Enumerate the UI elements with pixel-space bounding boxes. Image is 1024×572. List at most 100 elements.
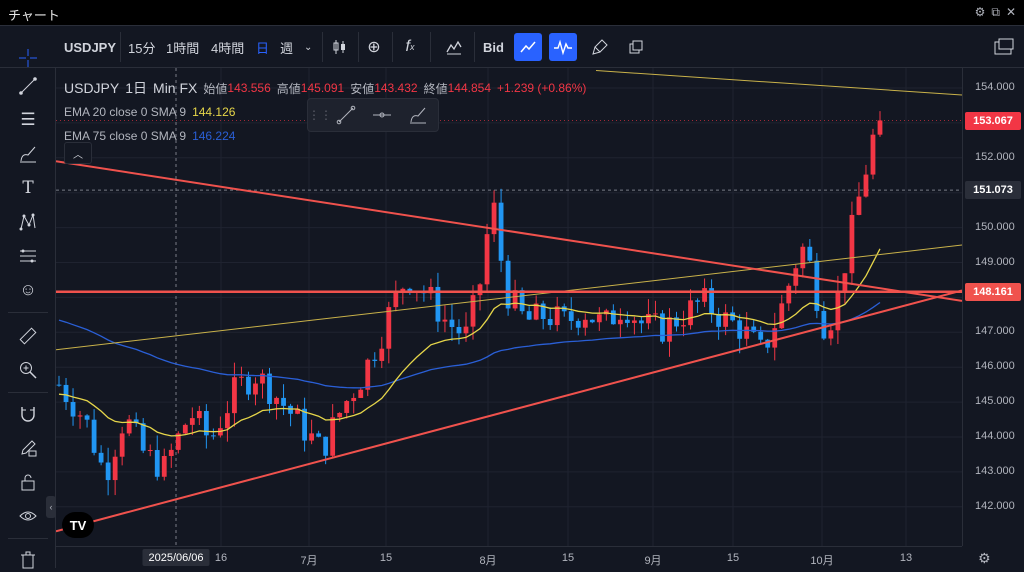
candle-body [260,373,265,384]
legend-high-value: 145.091 [300,81,345,95]
text-tool-icon[interactable]: T [22,178,34,198]
magnet-icon[interactable] [14,402,42,426]
price-tick-label: 147.000 [975,325,1015,338]
legend-interval: 1日 [125,80,148,96]
crosshair-price-tag: 151.073 [965,181,1021,200]
unlock-icon[interactable] [14,470,42,494]
lock-pencil-icon[interactable] [14,436,42,460]
sidebar-collapse-handle[interactable]: ‹ [46,496,56,518]
candle-body [210,435,216,437]
legend-symbol[interactable]: USDJPY [64,80,120,96]
legend-close-value: 144.854 [447,81,491,95]
candle-body [554,306,560,326]
emoji-icon[interactable]: ☺ [19,280,37,299]
candle-body [835,290,841,331]
candle-body [491,202,497,235]
compare-plus-icon[interactable]: ⊕ [367,39,381,56]
eye-icon[interactable] [14,504,42,528]
candle-body [267,373,272,404]
ema75-line [58,301,881,389]
candle-body [70,402,76,417]
pulse-chart-active-icon[interactable] [549,33,577,61]
chart-legend: USDJPY 1日 Min FX 始値 143.556 高値 145.091 安値 1… [64,76,586,148]
candle-body [681,325,686,327]
candle-body [716,313,722,327]
candle-body [477,284,483,296]
candle-body [730,312,736,321]
settings-icon[interactable]: ⚙ [974,5,986,19]
candle-body [540,303,546,319]
interval-day[interactable]: 日 [256,40,270,56]
candle-type-icon[interactable] [326,33,354,61]
brush-draw-icon[interactable] [14,142,42,166]
legend-collapse-chevron-up-icon[interactable]: ︿ [64,142,92,164]
candle-body [610,310,616,325]
interval-4h[interactable]: 4時間 [211,40,245,56]
candle-body [526,311,532,320]
legend-ema20-row[interactable]: EMA 20 close 0 SMA 9 144.126 [64,100,586,124]
templates-icon[interactable] [440,33,468,61]
chart-pane[interactable] [56,68,962,546]
candle-body [365,359,371,390]
float-brush-icon[interactable] [400,100,436,130]
brush-icon[interactable] [586,33,614,61]
candle-body [302,408,307,441]
legend-ema75-row[interactable]: EMA 75 close 0 SMA 9 146.224 [64,124,586,148]
candle-body [589,319,595,323]
candle-body [744,326,750,339]
crosshair-date-label: 2025/06/06 [142,549,210,566]
candle-body [660,313,665,342]
sidebar-divider [8,312,48,313]
toolbar-divider [120,32,121,62]
popout-icon[interactable]: ⧉ [991,5,1000,19]
interval-dropdown-chevron-icon[interactable]: ⌄ [304,41,313,53]
trend-chart-active-icon[interactable] [514,33,542,61]
candle-body [828,330,834,339]
candle-body [400,288,406,291]
candle-body [667,317,672,342]
candle-body [435,286,441,322]
price-axis[interactable]: 154.000153.000152.000151.000150.000149.0… [962,68,1024,546]
layout-windows-icon[interactable] [990,33,1018,61]
candle-body [674,317,679,327]
zoom-in-icon[interactable] [14,358,42,382]
candle-body [379,348,385,361]
candle-body [232,377,237,414]
price-tick-label: 150.000 [975,220,1015,233]
candle-body [856,196,862,215]
float-horizontal-line-icon[interactable] [364,100,400,130]
pattern-icon[interactable] [14,210,42,234]
ema20-line [58,248,881,437]
duplicate-icon[interactable] [622,33,650,61]
ema20-label: EMA 20 close 0 SMA 9 [64,105,187,119]
candle-body [821,310,827,339]
trash-icon[interactable] [14,548,42,572]
time-axis[interactable]: 16 7月 15 8月 15 9月 15 10月 13 2025/06/06 [56,546,962,568]
floating-drawing-toolbar: ⋮⋮ [307,98,439,132]
measure-lines-icon[interactable] [14,244,42,268]
trendline-icon[interactable] [14,74,42,98]
close-icon[interactable]: ✕ [1005,5,1016,19]
candle-body [56,384,62,386]
legend-source: Min FX [153,80,198,96]
candle-body [203,410,209,436]
candle-body [239,376,244,378]
candle-body [330,417,336,456]
drawing-tools-sidebar: ☰ T ☺ ‹ [0,49,56,569]
interval-15m[interactable]: 15分 [128,40,156,56]
candle-body [91,419,97,453]
float-trendline-icon[interactable] [328,100,364,130]
interval-1h[interactable]: 1時間 [166,40,200,56]
crosshair-icon[interactable] [14,46,42,70]
interval-week[interactable]: 週 [280,40,294,56]
axis-settings-gear-icon[interactable]: ⚙ [978,550,991,566]
candle-body [182,424,188,434]
candle-body [568,311,574,321]
horizontal-lines-icon[interactable]: ☰ [20,110,36,129]
bid-button[interactable]: Bid [483,39,504,55]
tradingview-logo: TV [62,512,94,538]
symbol-button[interactable]: USDJPY [64,39,117,55]
drag-grip-icon[interactable]: ⋮⋮ [308,108,332,122]
ruler-icon[interactable] [14,324,42,348]
